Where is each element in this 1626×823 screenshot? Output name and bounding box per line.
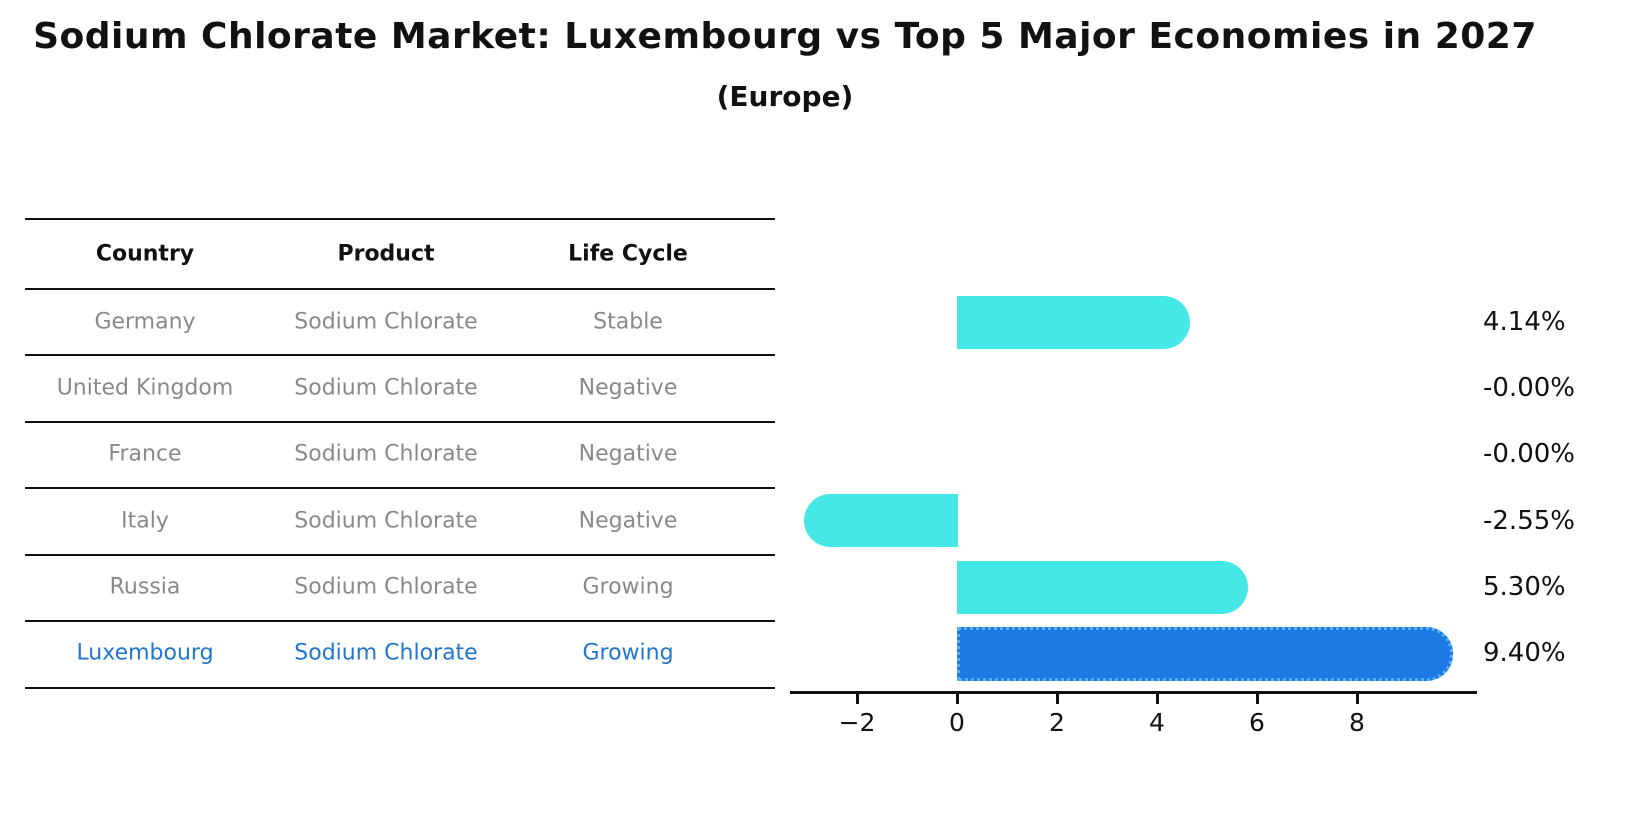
x-axis-tick [856, 694, 859, 704]
bar-russia [957, 561, 1248, 614]
table-row-rule [25, 620, 775, 622]
cell-country: United Kingdom [56, 375, 234, 401]
cell-life-cycle: Negative [578, 441, 678, 467]
value-label-united-kingdom: -0.00% [1483, 373, 1575, 403]
table-bottom-rule [25, 687, 775, 689]
table-header-rule [25, 288, 775, 290]
column-header-product: Product [337, 241, 435, 267]
cell-product-highlight: Sodium Chlorate [294, 640, 478, 666]
x-axis-tick [1156, 694, 1159, 704]
cell-life-cycle: Negative [578, 375, 678, 401]
cell-product: Sodium Chlorate [294, 375, 478, 401]
x-axis-tick-label: −2 [838, 708, 876, 737]
cell-life-cycle: Stable [593, 309, 663, 335]
column-header-country: Country [95, 241, 195, 267]
value-label-italy: -2.55% [1483, 506, 1575, 536]
value-label-russia: 5.30% [1483, 572, 1566, 602]
cell-product: Sodium Chlorate [294, 441, 478, 467]
x-axis-tick [956, 694, 959, 704]
cell-country: Germany [94, 309, 196, 335]
x-axis-tick-label: 0 [949, 708, 965, 737]
cell-product: Sodium Chlorate [294, 309, 478, 335]
value-label-luxembourg: 9.40% [1483, 638, 1566, 668]
x-axis-tick-label: 8 [1349, 708, 1365, 737]
table-row-rule [25, 421, 775, 423]
table-row-rule [25, 554, 775, 556]
value-label-germany: 4.14% [1483, 307, 1566, 337]
cell-country: Italy [121, 508, 169, 534]
cell-country: Russia [109, 574, 181, 600]
cell-life-cycle-highlight: Growing [582, 640, 674, 666]
cell-country-highlight: Luxembourg [76, 640, 214, 666]
bar-italy [804, 494, 958, 547]
table-top-rule [25, 218, 775, 220]
cell-product: Sodium Chlorate [294, 574, 478, 600]
page-subtitle: (Europe) [716, 80, 854, 113]
x-axis-tick [1356, 694, 1359, 704]
cell-life-cycle: Growing [582, 574, 674, 600]
bar-luxembourg-highlight [957, 627, 1453, 681]
cell-life-cycle: Negative [578, 508, 678, 534]
value-label-france: -0.00% [1483, 439, 1575, 469]
cell-product: Sodium Chlorate [294, 508, 478, 534]
cell-country: France [108, 441, 182, 467]
x-axis-tick [1256, 694, 1259, 704]
table-row-rule [25, 354, 775, 356]
table-row-rule [25, 487, 775, 489]
x-axis-tick-label: 2 [1049, 708, 1065, 737]
x-axis-tick-label: 4 [1149, 708, 1165, 737]
x-axis-tick-label: 6 [1249, 708, 1265, 737]
x-axis-line [790, 691, 1477, 694]
page-title: Sodium Chlorate Market: Luxembourg vs To… [33, 16, 1537, 57]
x-axis-tick [1056, 694, 1059, 704]
bar-germany [957, 296, 1190, 349]
column-header-life-cycle: Life Cycle [568, 241, 688, 267]
